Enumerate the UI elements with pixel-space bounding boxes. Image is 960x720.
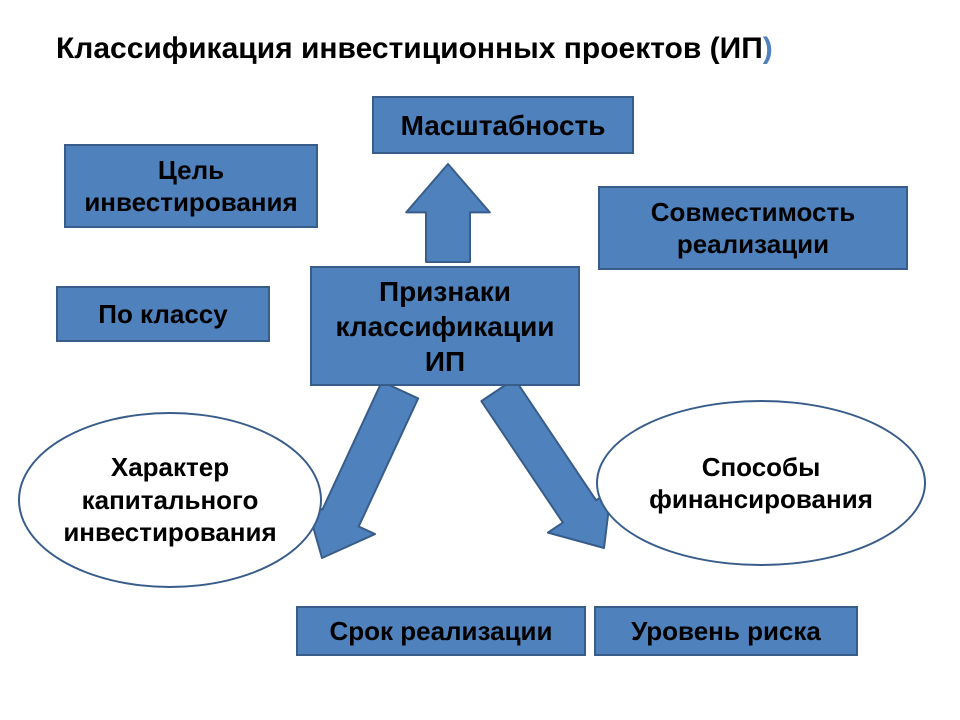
node-compat: Совместимость реализации [598, 186, 908, 270]
node-risk: Уровень риска [594, 606, 858, 656]
node-top: Масштабность [372, 96, 634, 154]
node-char: Характер капитального инвестирования [18, 412, 322, 588]
node-center: Признаки классификации ИП [310, 266, 580, 386]
node-finance: Способы финансирования [596, 400, 926, 566]
node-class: По классу [56, 286, 270, 342]
node-goal: Цель инвестирования [64, 144, 318, 228]
arrow-up [406, 164, 490, 262]
node-term: Срок реализации [296, 606, 586, 656]
